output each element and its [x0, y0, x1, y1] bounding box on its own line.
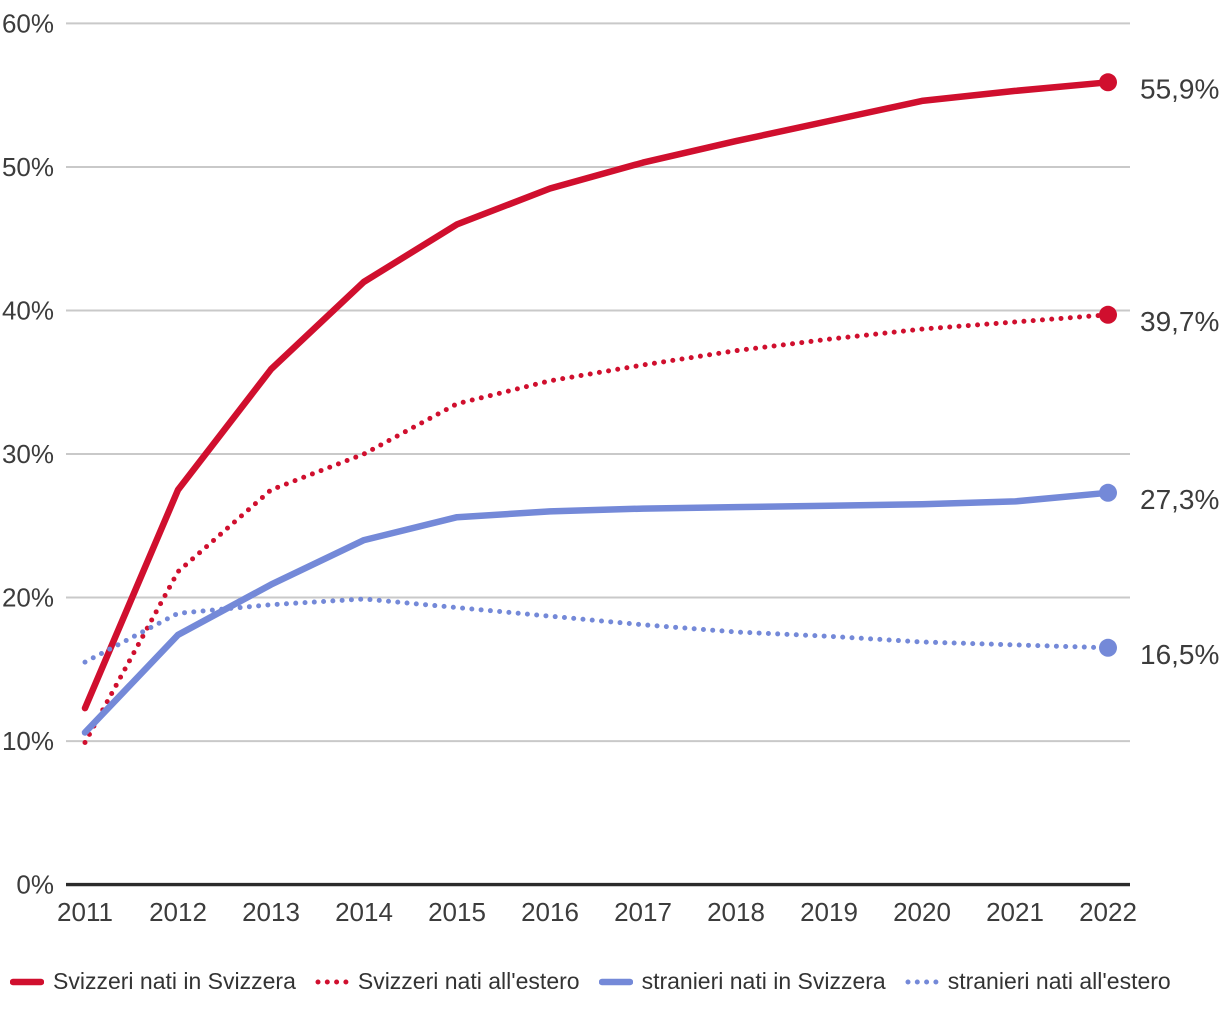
y-tick-label-50: 50%: [2, 152, 54, 182]
y-tick-label-10: 10%: [2, 726, 54, 756]
legend-swatch-dotted-blue: [905, 979, 939, 984]
x-tick-label-2018: 2018: [707, 897, 765, 927]
end-value-label-0: 55,9%: [1140, 73, 1219, 104]
x-tick-label-2013: 2013: [242, 897, 300, 927]
legend: Svizzeri nati in Svizzera Svizzeri nati a…: [10, 968, 1210, 995]
end-marker-3: [1099, 638, 1117, 657]
y-tick-label-40: 40%: [2, 295, 54, 325]
series-line-0: [81, 79, 1112, 712]
x-tick-label-2015: 2015: [428, 897, 486, 927]
end-marker-0: [1099, 73, 1117, 92]
end-value-labels: 55,9% 39,7% 27,3% 16,5%: [1140, 73, 1219, 670]
x-tick-label-2016: 2016: [521, 897, 579, 927]
series-line-2: [81, 489, 1112, 736]
end-marker-1: [1099, 305, 1117, 324]
end-value-label-1: 39,7%: [1140, 306, 1219, 337]
series-line-3: [82, 596, 1111, 665]
end-value-label-2: 27,3%: [1140, 484, 1219, 515]
y-tick-label-0: 0%: [16, 870, 54, 900]
x-tick-label-2020: 2020: [893, 897, 951, 927]
end-value-label-3: 16,5%: [1140, 639, 1219, 670]
gridlines: [66, 22, 1130, 887]
legend-swatch-solid-red: [10, 978, 44, 985]
y-axis-labels: 0% 10% 20% 30% 40% 50% 60%: [2, 8, 54, 899]
x-axis-labels: 2011 2012 2013 2014 2015 2016 2017 2018 2019 2020…: [57, 897, 1137, 927]
legend-label: Svizzeri nati all'estero: [357, 968, 580, 994]
legend-item-0: Svizzeri nati in Svizzera: [10, 968, 296, 995]
legend-item-3: stranieri nati all'estero: [905, 968, 1171, 995]
legend-swatch-solid-blue: [598, 978, 633, 985]
endpoint-markers: [1099, 73, 1117, 657]
legend-label: stranieri nati all'estero: [947, 968, 1171, 994]
end-marker-2: [1099, 483, 1117, 502]
x-tick-label-2019: 2019: [800, 897, 858, 927]
x-tick-label-2022: 2022: [1079, 897, 1137, 927]
x-tick-label-2011: 2011: [57, 897, 113, 927]
legend-label: stranieri nati in Svizzera: [641, 968, 886, 994]
legend-label: Svizzeri nati in Svizzera: [53, 968, 296, 994]
x-tick-label-2012: 2012: [149, 897, 207, 927]
y-tick-label-20: 20%: [2, 583, 54, 613]
legend-item-1: Svizzeri nati all'estero: [315, 968, 580, 995]
y-tick-label-30: 30%: [2, 439, 54, 469]
x-tick-label-2014: 2014: [335, 897, 393, 927]
x-tick-label-2021: 2021: [986, 897, 1044, 927]
data-series: [81, 79, 1112, 745]
legend-swatch-dotted-red: [315, 979, 349, 984]
x-tick-label-2017: 2017: [614, 897, 672, 927]
y-tick-label-60: 60%: [2, 8, 54, 38]
legend-item-2: stranieri nati in Svizzera: [598, 968, 886, 995]
series-line-1: [82, 312, 1111, 745]
line-chart: 0%10%20%30%40%50%60% 2011 2012 2013 2014 201…: [2, 8, 1219, 927]
